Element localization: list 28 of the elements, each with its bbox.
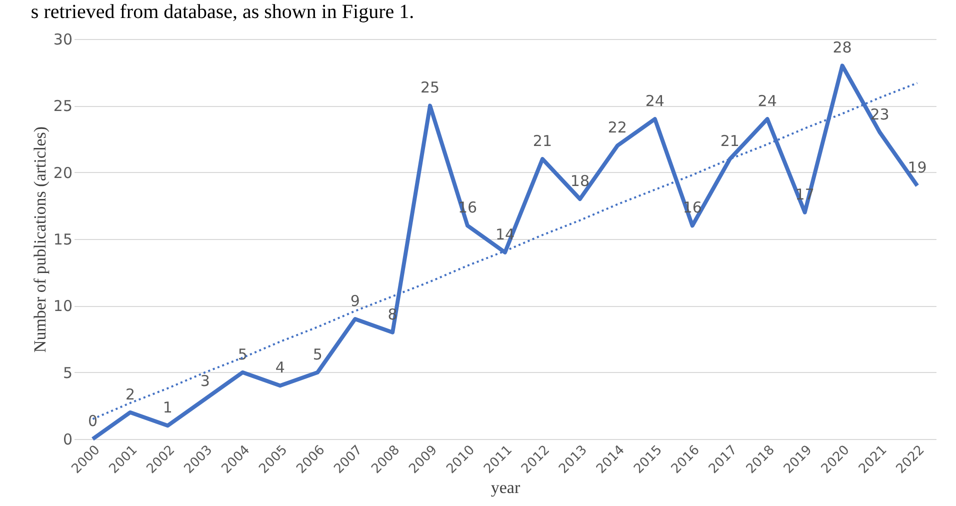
x-axis-title: year — [490, 478, 520, 498]
data-label: 19 — [908, 158, 927, 177]
data-label: 21 — [532, 132, 552, 150]
data-label: 25 — [420, 78, 440, 97]
data-label: 24 — [645, 92, 664, 110]
text: s retrieved from database, as shown in Figure 1. — [30, 1, 414, 23]
data-label: 5 — [238, 345, 248, 364]
data-label: 2 — [125, 385, 135, 404]
data-label: 9 — [350, 292, 360, 310]
data-label: 18 — [570, 172, 590, 190]
data-label: 21 — [720, 132, 740, 150]
y-tick-label: 20 — [53, 164, 72, 182]
data-label: 0 — [88, 412, 98, 430]
data-label: 3 — [200, 372, 210, 390]
data-label: 23 — [870, 105, 890, 124]
data-label: 24 — [758, 92, 777, 110]
data-label: 5 — [312, 345, 322, 364]
y-axis-title: Number of publications (articles) — [30, 126, 50, 353]
data-label: 1 — [162, 398, 172, 417]
data-label: 22 — [608, 118, 627, 137]
data-label: 28 — [832, 38, 852, 57]
y-tick-label: 0 — [62, 430, 72, 448]
data-label: 4 — [275, 358, 285, 377]
y-tick-label: 25 — [53, 97, 72, 116]
y-tick-label: 15 — [53, 230, 72, 248]
y-tick-label: 5 — [62, 364, 72, 382]
y-tick-label: 10 — [53, 297, 72, 316]
y-tick-label: 30 — [53, 30, 72, 48]
